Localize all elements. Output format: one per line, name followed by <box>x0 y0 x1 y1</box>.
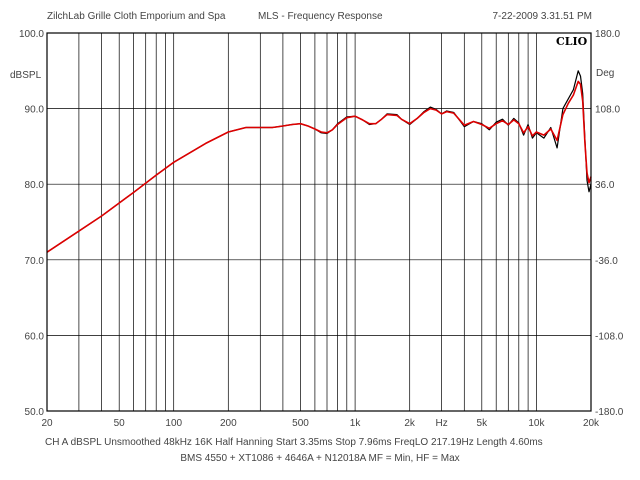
chart-grid <box>47 33 591 411</box>
y-axis-left: 100.0 90.0 80.0 70.0 60.0 50.0 <box>19 29 44 418</box>
y2-tick-label: -180.0 <box>595 407 624 418</box>
y2-tick-label: 108.0 <box>595 105 620 116</box>
y2-tick-label: 180.0 <box>595 29 620 40</box>
x-tick-label: 50 <box>114 418 126 429</box>
y-tick-label: 80.0 <box>25 180 45 191</box>
x-tick-label: 5k <box>477 418 489 429</box>
x-tick-label: 20k <box>583 418 600 429</box>
x-tick-label: 20 <box>41 418 53 429</box>
chart-caption: BMS 4550 + XT1086 + 4646A + N12018A MF =… <box>180 453 460 464</box>
y-tick-label: 50.0 <box>25 407 45 418</box>
y-tick-label: 100.0 <box>19 29 44 40</box>
y-tick-label: 70.0 <box>25 256 45 267</box>
x-axis-label: Hz <box>435 418 447 429</box>
x-tick-label: 1k <box>350 418 362 429</box>
header-timestamp: 7-22-2009 3.31.51 PM <box>492 11 592 22</box>
y2-tick-label: -108.0 <box>595 331 624 342</box>
plot-frame <box>46 32 592 412</box>
y2-tick-label: -36.0 <box>595 256 618 267</box>
x-tick-label: 2k <box>404 418 416 429</box>
x-tick-label: 200 <box>220 418 237 429</box>
y-tick-label: 90.0 <box>25 105 45 116</box>
x-axis: 20 50 100 200 500 1k 2k 5k 10k 20k Hz <box>41 418 600 429</box>
series-line-black <box>46 70 592 253</box>
header-company: ZilchLab Grille Cloth Emporium and Spa <box>47 11 226 22</box>
y-axis-label: dBSPL <box>10 70 42 81</box>
y-axis-right: 180.0 108.0 36.0 -36.0 -108.0 -180.0 <box>595 29 624 418</box>
y2-axis-label: Deg <box>596 68 614 79</box>
x-tick-label: 100 <box>165 418 182 429</box>
x-tick-label: 500 <box>292 418 309 429</box>
series-line-red <box>46 80 592 253</box>
clio-logo: CLIO <box>556 35 588 48</box>
frequency-response-chart: 100.0 90.0 80.0 70.0 60.0 50.0 180.0 108.0 36.0… <box>10 29 624 429</box>
y-tick-label: 60.0 <box>25 331 45 342</box>
x-tick-label: 10k <box>528 418 545 429</box>
chart-series <box>46 70 592 253</box>
measurement-settings: CH A dBSPL Unsmoothed 48kHz 16K Half Han… <box>45 437 543 448</box>
header-title: MLS - Frequency Response <box>258 11 383 22</box>
y2-tick-label: 36.0 <box>595 180 615 191</box>
